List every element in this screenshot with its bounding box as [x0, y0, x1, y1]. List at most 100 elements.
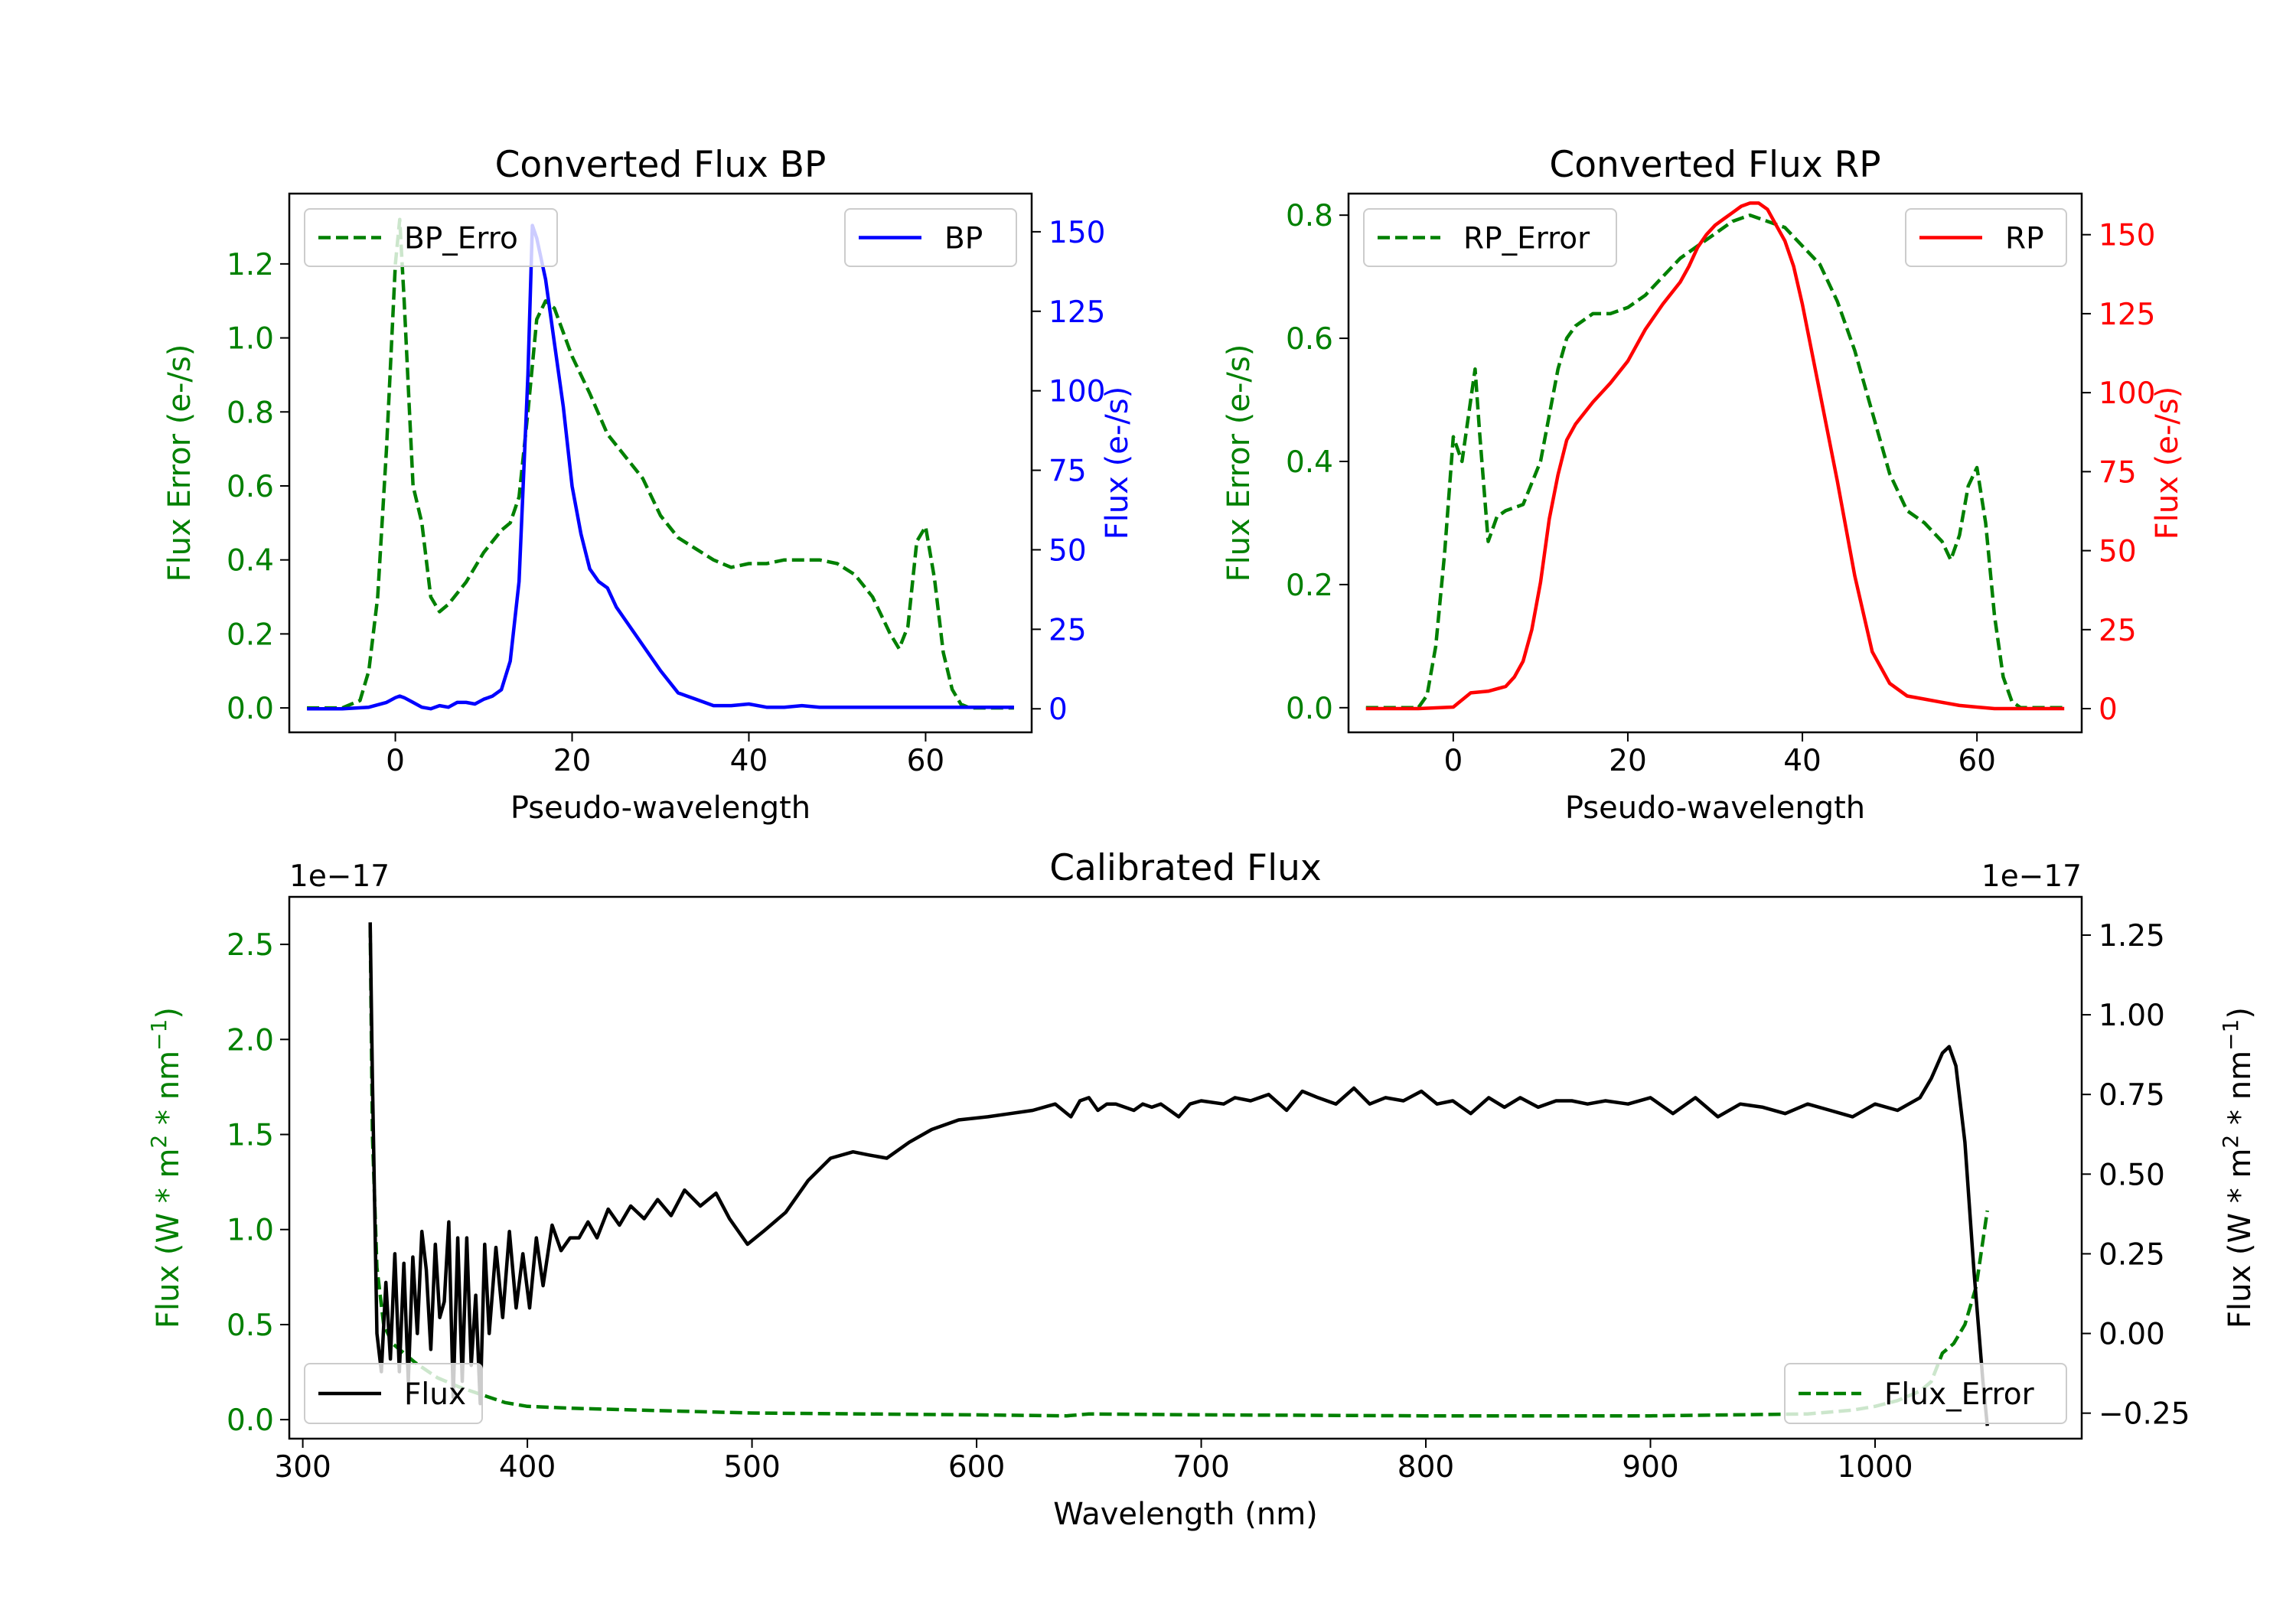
legend-box	[304, 208, 558, 267]
x-tick-label: 40	[730, 744, 768, 778]
x-tick-label: 0	[386, 744, 405, 778]
chart-title: Converted Flux RP	[1549, 144, 1880, 186]
chart-3: 300 400 500 600 700 800 900 1000 0.0 0.5 1.0 1.5 2.0…	[146, 847, 2258, 1532]
x-tick-label: 1000	[1837, 1450, 1913, 1485]
chart-title: Calibrated Flux	[1049, 847, 1322, 889]
chart-1: 0 20 40 60 0.0 0.2 0.4 0.6 0.8 1.0 1.2 0 25 50 75 100 12…	[162, 144, 1135, 826]
legend-rp-error: RP_Error	[1363, 208, 1617, 267]
left-tick-label: 2.0	[227, 1023, 274, 1058]
left-tick-label: 0.8	[1286, 199, 1333, 233]
chart-2: 0 20 40 60 0.0 0.2 0.4 0.6 0.8 0 25 50 75 100 125 150 Co…	[1221, 144, 2185, 826]
left-tick-label: 1.5	[227, 1119, 274, 1153]
legend-label: RP	[2005, 222, 2044, 256]
x-tick-label: 600	[948, 1450, 1005, 1485]
left-offset-text: 1e−17	[289, 859, 390, 894]
right-tick-label: 125	[1049, 295, 1105, 330]
label-part: 2	[146, 1135, 171, 1149]
legend-box	[304, 1363, 483, 1424]
x-tick-label: 400	[499, 1450, 556, 1485]
plot-frame	[288, 895, 2083, 1440]
series-flux-error	[368, 925, 1989, 1418]
x-axis-label: Wavelength (nm)	[1053, 1497, 1318, 1532]
label-part: Flux (W * m	[2223, 1149, 2258, 1328]
right-axis-label: Flux (e-/s)	[2150, 386, 2185, 539]
right-tick-label: 1.25	[2099, 919, 2165, 953]
series-flux	[368, 922, 1989, 1426]
x-tick-label: 40	[1783, 744, 1821, 778]
x-tick-label: 20	[553, 744, 592, 778]
series-group	[1365, 201, 2065, 711]
right-tick-label: 0	[1049, 693, 1068, 727]
left-tick-label: 0.4	[1286, 445, 1333, 480]
x-tick-label: 900	[1622, 1450, 1678, 1485]
x-tick-label: 20	[1609, 744, 1647, 778]
x-tick-label: 300	[274, 1450, 331, 1485]
x-tick-label: 60	[907, 744, 945, 778]
series-rp	[1365, 201, 2065, 711]
label-part: −1	[2218, 1019, 2243, 1051]
left-tick-label: 0.0	[227, 692, 274, 726]
right-offset-text: 1e−17	[1981, 859, 2082, 894]
left-tick-label: 1.0	[227, 322, 274, 357]
plot-frame	[1347, 192, 2083, 734]
right-tick-label: 1.00	[2099, 999, 2165, 1033]
right-tick-label: 50	[1049, 533, 1087, 568]
left-axis-label: Flux Error (e-/s)	[1221, 344, 1257, 582]
x-tick-label: 60	[1958, 744, 1996, 778]
legend-label: RP_Error	[1463, 222, 1590, 256]
right-tick-label: 150	[1049, 216, 1105, 250]
label-part: )	[151, 1007, 186, 1019]
x-tick-label: 700	[1172, 1450, 1229, 1485]
right-tick-label: 50	[2099, 535, 2137, 569]
left-tick-label: 1.0	[227, 1214, 274, 1248]
label-part: −1	[146, 1019, 171, 1051]
legend-box	[844, 208, 1017, 267]
series-bp-error	[307, 217, 1014, 710]
series-bp	[307, 223, 1014, 711]
right-tick-label: 75	[1049, 455, 1087, 489]
label-part: Flux (W * m	[151, 1149, 186, 1328]
legend-label: Flux	[404, 1377, 466, 1412]
legend-label: BP_Erro	[404, 222, 518, 256]
x-tick-label: 800	[1397, 1450, 1454, 1485]
x-tick-label: 0	[1443, 744, 1463, 778]
x-axis-label: Pseudo-wavelength	[1565, 790, 1865, 826]
series-group	[368, 922, 1989, 1426]
right-axis-label: Flux (W * m2 * nm−1)	[2218, 1007, 2258, 1328]
left-tick-label: 0.0	[1286, 692, 1333, 726]
left-tick-label: 0.6	[227, 470, 274, 504]
legend-bp: BP	[844, 208, 1017, 267]
legend-rp: RP	[1905, 208, 2067, 267]
right-tick-label: 100	[2099, 376, 2155, 411]
left-tick-label: 0.2	[1286, 569, 1333, 603]
left-axis-label: Flux Error (e-/s)	[162, 344, 197, 582]
series-group	[307, 217, 1014, 711]
left-tick-label: 0.8	[227, 396, 274, 430]
series-rp-error	[1365, 213, 2065, 710]
plot-frame	[288, 192, 1033, 734]
left-tick-label: 0.0	[227, 1403, 274, 1438]
right-tick-label: 150	[2099, 219, 2155, 253]
label-part: * nm	[2223, 1051, 2258, 1135]
legend-label: Flux_Error	[1884, 1377, 2035, 1412]
x-tick-label: 500	[723, 1450, 780, 1485]
right-tick-label: 0.75	[2099, 1078, 2165, 1113]
right-tick-label: 125	[2099, 298, 2155, 332]
legend-box	[1905, 208, 2067, 267]
x-axis-label: Pseudo-wavelength	[510, 790, 810, 826]
legend-box	[1784, 1363, 2067, 1424]
legend-flux-error: Flux_Error	[1784, 1363, 2067, 1424]
right-tick-label: 0.25	[2099, 1237, 2165, 1272]
chart-title: Converted Flux BP	[495, 144, 827, 186]
left-tick-label: 0.2	[227, 618, 274, 652]
right-tick-label: −0.25	[2099, 1397, 2190, 1432]
legend-bp-error: BP_Erro	[304, 208, 558, 267]
label-part: 2	[2218, 1135, 2243, 1149]
right-tick-label: 75	[2099, 455, 2137, 490]
label-part: * nm	[151, 1051, 186, 1135]
left-tick-label: 0.4	[227, 544, 274, 579]
legend-label: BP	[944, 222, 983, 256]
right-tick-label: 100	[1049, 375, 1105, 409]
right-axis-label: Flux (e-/s)	[1100, 386, 1135, 539]
